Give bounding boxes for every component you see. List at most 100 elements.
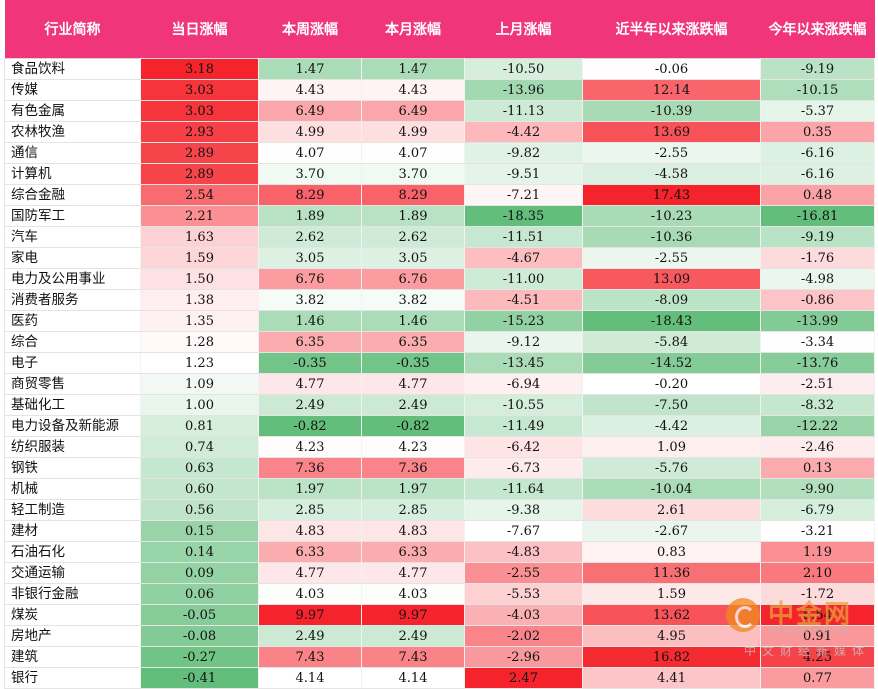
ytd-change-cell: -9.19 — [760, 226, 875, 248]
daily-change-cell: 1.50 — [140, 268, 259, 290]
half-year-change-cell: -0.20 — [582, 373, 761, 395]
weekly-change-cell: 7.36 — [258, 457, 362, 479]
table-row: 家电 1.59 3.05 3.05 -4.67 -2.55 -1.76 — [4, 247, 875, 269]
industry-name-cell: 电子 — [4, 352, 141, 374]
table-row: 电力及公用事业 1.50 6.76 6.76 -11.00 13.09 -4.98 — [4, 268, 875, 290]
weekly-change-cell: 4.23 — [258, 436, 362, 458]
weekly-change-cell: 2.49 — [258, 394, 362, 416]
weekly-change-cell: 3.82 — [258, 289, 362, 311]
last-month-change-cell: -11.00 — [464, 268, 583, 290]
monthly-change-cell: 2.49 — [361, 625, 465, 647]
table-row: 房地产 -0.08 2.49 2.49 -2.02 4.95 0.91 — [4, 625, 875, 647]
header-industry-name[interactable]: 行业简称 — [4, 0, 141, 59]
half-year-change-cell: -10.23 — [582, 205, 761, 227]
last-month-change-cell: -18.35 — [464, 205, 583, 227]
header-weekly-change[interactable]: 本周涨幅 — [258, 0, 362, 59]
half-year-change-cell: 1.09 — [582, 436, 761, 458]
header-daily-change[interactable]: 当日涨幅 — [140, 0, 259, 59]
ytd-change-cell: -0.86 — [760, 289, 875, 311]
header-last-month-change[interactable]: 上月涨幅 — [464, 0, 583, 59]
last-month-change-cell: -4.42 — [464, 121, 583, 143]
half-year-change-cell: 1.59 — [582, 583, 761, 605]
monthly-change-cell: 6.49 — [361, 100, 465, 122]
ytd-change-cell: -1.76 — [760, 247, 875, 269]
last-month-change-cell: -15.23 — [464, 310, 583, 332]
ytd-change-cell: 0.35 — [760, 121, 875, 143]
table-row: 商贸零售 1.09 4.77 4.77 -6.94 -0.20 -2.51 — [4, 373, 875, 395]
ytd-change-cell: -6.16 — [760, 142, 875, 164]
ytd-change-cell: -2.51 — [760, 373, 875, 395]
daily-change-cell: 1.28 — [140, 331, 259, 353]
daily-change-cell: 3.03 — [140, 79, 259, 101]
header-ytd-change[interactable]: 今年以来涨跌幅 — [760, 0, 875, 59]
daily-change-cell: 0.06 — [140, 583, 259, 605]
weekly-change-cell: 6.76 — [258, 268, 362, 290]
weekly-change-cell: 2.62 — [258, 226, 362, 248]
header-monthly-change[interactable]: 本月涨幅 — [361, 0, 465, 59]
daily-change-cell: 0.63 — [140, 457, 259, 479]
daily-change-cell: -0.41 — [140, 667, 259, 689]
table-row: 轻工制造 0.56 2.85 2.85 -9.38 2.61 -6.79 — [4, 499, 875, 521]
monthly-change-cell: 8.29 — [361, 184, 465, 206]
last-month-change-cell: -13.45 — [464, 352, 583, 374]
monthly-change-cell: 7.36 — [361, 457, 465, 479]
industry-name-cell: 纺织服装 — [4, 436, 141, 458]
table-row: 食品饮料 3.18 1.47 1.47 -10.50 -0.06 -9.19 — [4, 58, 875, 80]
daily-change-cell: 0.74 — [140, 436, 259, 458]
table-row: 汽车 1.63 2.62 2.62 -11.51 -10.36 -9.19 — [4, 226, 875, 248]
table-row: 纺织服装 0.74 4.23 4.23 -6.42 1.09 -2.46 — [4, 436, 875, 458]
weekly-change-cell: 4.77 — [258, 562, 362, 584]
half-year-change-cell: 13.09 — [582, 268, 761, 290]
daily-change-cell: 1.00 — [140, 394, 259, 416]
weekly-change-cell: 7.43 — [258, 646, 362, 668]
industry-name-cell: 传媒 — [4, 79, 141, 101]
last-month-change-cell: -9.51 — [464, 163, 583, 185]
monthly-change-cell: 4.23 — [361, 436, 465, 458]
weekly-change-cell: 2.85 — [258, 499, 362, 521]
table-row: 机械 0.60 1.97 1.97 -11.64 -10.04 -9.90 — [4, 478, 875, 500]
ytd-change-cell: -6.16 — [760, 163, 875, 185]
table-row: 电子 1.23 -0.35 -0.35 -13.45 -14.52 -13.76 — [4, 352, 875, 374]
monthly-change-cell: 7.43 — [361, 646, 465, 668]
last-month-change-cell: -6.73 — [464, 457, 583, 479]
daily-change-cell: 0.60 — [140, 478, 259, 500]
half-year-change-cell: -8.09 — [582, 289, 761, 311]
last-month-change-cell: -11.49 — [464, 415, 583, 437]
half-year-change-cell: -4.42 — [582, 415, 761, 437]
monthly-change-cell: 4.83 — [361, 520, 465, 542]
monthly-change-cell: 3.82 — [361, 289, 465, 311]
half-year-change-cell: -2.67 — [582, 520, 761, 542]
ytd-change-cell: 0.13 — [760, 457, 875, 479]
weekly-change-cell: 4.77 — [258, 373, 362, 395]
half-year-change-cell: -10.39 — [582, 100, 761, 122]
last-month-change-cell: -7.67 — [464, 520, 583, 542]
ytd-change-cell: -9.19 — [760, 58, 875, 80]
last-month-change-cell: -2.55 — [464, 562, 583, 584]
ytd-change-cell: -9.90 — [760, 478, 875, 500]
last-month-change-cell: -4.03 — [464, 604, 583, 626]
daily-change-cell: 0.15 — [140, 520, 259, 542]
monthly-change-cell: 6.76 — [361, 268, 465, 290]
daily-change-cell: 3.03 — [140, 100, 259, 122]
half-year-change-cell: 16.82 — [582, 646, 761, 668]
weekly-change-cell: 1.46 — [258, 310, 362, 332]
industry-name-cell: 通信 — [4, 142, 141, 164]
daily-change-cell: -0.27 — [140, 646, 259, 668]
half-year-change-cell: -2.55 — [582, 247, 761, 269]
last-month-change-cell: -10.55 — [464, 394, 583, 416]
monthly-change-cell: 3.70 — [361, 163, 465, 185]
daily-change-cell: 0.09 — [140, 562, 259, 584]
monthly-change-cell: 1.47 — [361, 58, 465, 80]
weekly-change-cell: 4.99 — [258, 121, 362, 143]
monthly-change-cell: 4.07 — [361, 142, 465, 164]
half-year-change-cell: 11.36 — [582, 562, 761, 584]
half-year-change-cell: -10.36 — [582, 226, 761, 248]
header-half-year-change[interactable]: 近半年以来涨跌幅 — [582, 0, 761, 59]
ytd-change-cell: 0.77 — [760, 667, 875, 689]
ytd-change-cell: -1.72 — [760, 583, 875, 605]
daily-change-cell: 3.18 — [140, 58, 259, 80]
table-row: 国防军工 2.21 1.89 1.89 -18.35 -10.23 -16.81 — [4, 205, 875, 227]
last-month-change-cell: -11.13 — [464, 100, 583, 122]
industry-name-cell: 煤炭 — [4, 604, 141, 626]
weekly-change-cell: 8.29 — [258, 184, 362, 206]
